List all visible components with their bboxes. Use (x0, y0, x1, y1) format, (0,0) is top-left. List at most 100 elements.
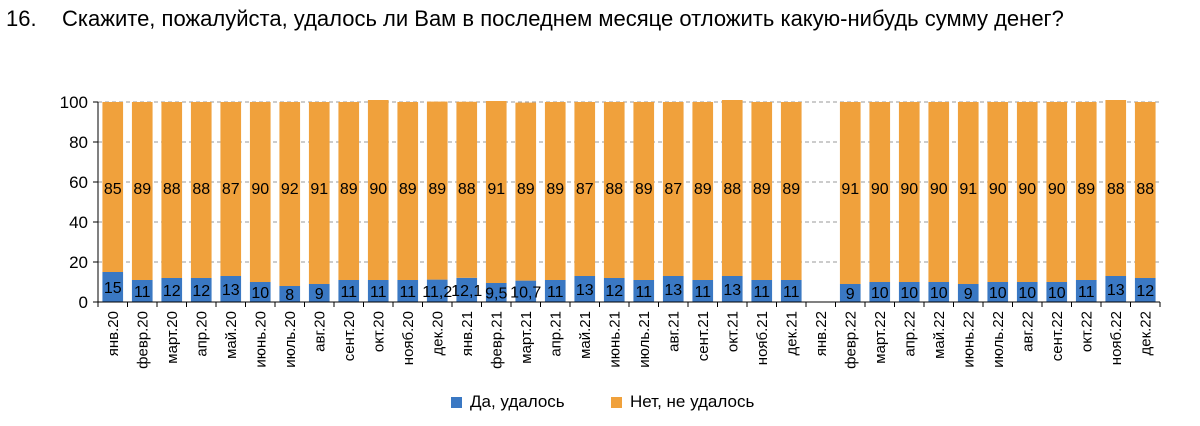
x-tick-label: авг.20 (311, 311, 328, 352)
bar-segment-yes (869, 282, 891, 302)
legend-swatch-no (611, 396, 622, 408)
bar-segment-no (898, 102, 920, 282)
bar-segment-yes (574, 276, 596, 302)
data-label-yes: 11 (1078, 284, 1095, 301)
x-tick-label: март.22 (872, 311, 889, 364)
bar-segment-no (544, 102, 566, 280)
x-tick-label: июль.22 (990, 311, 1007, 368)
bar-segment-yes (249, 282, 271, 302)
x-tick-label: март.21 (518, 311, 535, 364)
data-label-yes: 12,1 (451, 283, 482, 300)
data-label-no: 87 (222, 181, 240, 198)
data-label-yes: 9,5 (485, 286, 507, 303)
legend-item-yes: Да, удалось (451, 392, 565, 412)
data-label-no: 89 (1077, 181, 1095, 198)
bar-segment-yes (633, 280, 655, 302)
x-tick-label: март.20 (164, 311, 181, 364)
bar-segment-yes (662, 276, 684, 302)
data-label-yes: 11 (783, 284, 800, 301)
data-label-yes: 9 (315, 286, 324, 303)
data-label-yes: 11,2 (422, 284, 452, 301)
x-tick-label: янв.21 (459, 311, 476, 356)
bar-segment-no (338, 102, 360, 280)
data-label-no: 89 (546, 181, 564, 198)
x-tick-label: дек.21 (783, 311, 800, 356)
x-tick-label: сент.22 (1049, 311, 1066, 361)
bar-segment-no (1105, 100, 1127, 276)
data-label-no: 89 (428, 181, 446, 198)
data-label-yes: 10 (900, 285, 918, 302)
bar-segment-yes (279, 286, 301, 302)
x-tick-label: окт.21 (724, 311, 741, 352)
question-title: 16. Скажите, пожалуйста, удалось ли Вам в… (6, 6, 1064, 32)
bar-segment-no (957, 102, 979, 284)
data-label-no: 88 (1136, 181, 1154, 198)
y-tick-label: 60 (69, 173, 88, 192)
bar-segment-no (485, 101, 507, 283)
data-label-no: 85 (104, 181, 122, 198)
data-label-no: 91 (959, 181, 977, 198)
data-label-no: 89 (694, 181, 712, 198)
bar-segment-yes (102, 272, 124, 302)
data-label-no: 91 (310, 181, 328, 198)
data-label-yes: 11 (547, 284, 564, 301)
bar-segment-yes (751, 280, 773, 302)
bar-segment-no (633, 102, 655, 280)
x-tick-label: янв.22 (813, 311, 830, 356)
x-tick-label: май.22 (931, 311, 948, 359)
data-label-no: 90 (1018, 181, 1036, 198)
data-label-no: 89 (399, 181, 417, 198)
bar-segment-no (249, 102, 271, 282)
data-label-yes: 10 (871, 285, 889, 302)
data-label-yes: 13 (1107, 282, 1125, 299)
data-label-yes: 11 (134, 284, 151, 301)
x-tick-label: апр.21 (547, 311, 564, 357)
x-tick-label: дек.22 (1137, 311, 1154, 356)
data-label-no: 88 (1107, 181, 1125, 198)
x-tick-label: февр.21 (488, 311, 505, 369)
x-tick-label: окт.22 (1078, 311, 1095, 352)
x-tick-label: май.21 (577, 311, 594, 359)
bar-segment-yes (1075, 280, 1097, 302)
data-label-no: 88 (723, 181, 741, 198)
y-tick-label: 40 (69, 213, 88, 232)
chart-legend: Да, удалось Нет, не удалось (0, 392, 1200, 418)
data-label-yes: 10 (1018, 285, 1036, 302)
bar-segment-yes (544, 280, 566, 302)
bar-segment-yes (131, 280, 153, 302)
bar-segment-no (839, 102, 861, 284)
x-tick-label: июнь.20 (252, 311, 269, 368)
bar-segment-yes (338, 280, 360, 302)
data-label-yes: 9 (964, 286, 973, 303)
bar-segment-yes (1046, 282, 1068, 302)
x-tick-label: июль.21 (636, 311, 653, 368)
data-label-no: 88 (163, 181, 181, 198)
bar-segment-no (987, 102, 1009, 282)
question-text: Скажите, пожалуйста, удалось ли Вам в по… (62, 6, 1064, 31)
bar-segment-yes (1016, 282, 1038, 302)
bar-segment-yes (308, 284, 330, 302)
bar-segment-no (102, 102, 124, 272)
bar-segment-yes (367, 280, 389, 302)
data-label-yes: 15 (104, 280, 122, 297)
x-tick-label: сент.21 (695, 311, 712, 361)
bar-segment-no (869, 102, 891, 282)
data-label-yes: 13 (222, 282, 240, 299)
bar-segment-no (161, 102, 183, 278)
data-label-yes: 10 (930, 285, 948, 302)
bar-segment-yes (928, 282, 950, 302)
data-label-no: 91 (841, 181, 859, 198)
bar-segment-yes (603, 278, 625, 302)
question-number: 16. (6, 6, 37, 31)
bar-segment-yes (957, 284, 979, 302)
bar-segment-yes (898, 282, 920, 302)
data-label-no: 92 (281, 181, 299, 198)
bar-segment-no (308, 102, 330, 284)
legend-label-no: Нет, не удалось (630, 392, 755, 411)
x-tick-label: июнь.21 (606, 311, 623, 368)
bar-segment-no (426, 101, 448, 280)
bar-segment-yes (987, 282, 1009, 302)
bar-segment-no (279, 102, 301, 286)
bar-segment-yes (692, 280, 714, 302)
data-label-no: 90 (989, 181, 1007, 198)
